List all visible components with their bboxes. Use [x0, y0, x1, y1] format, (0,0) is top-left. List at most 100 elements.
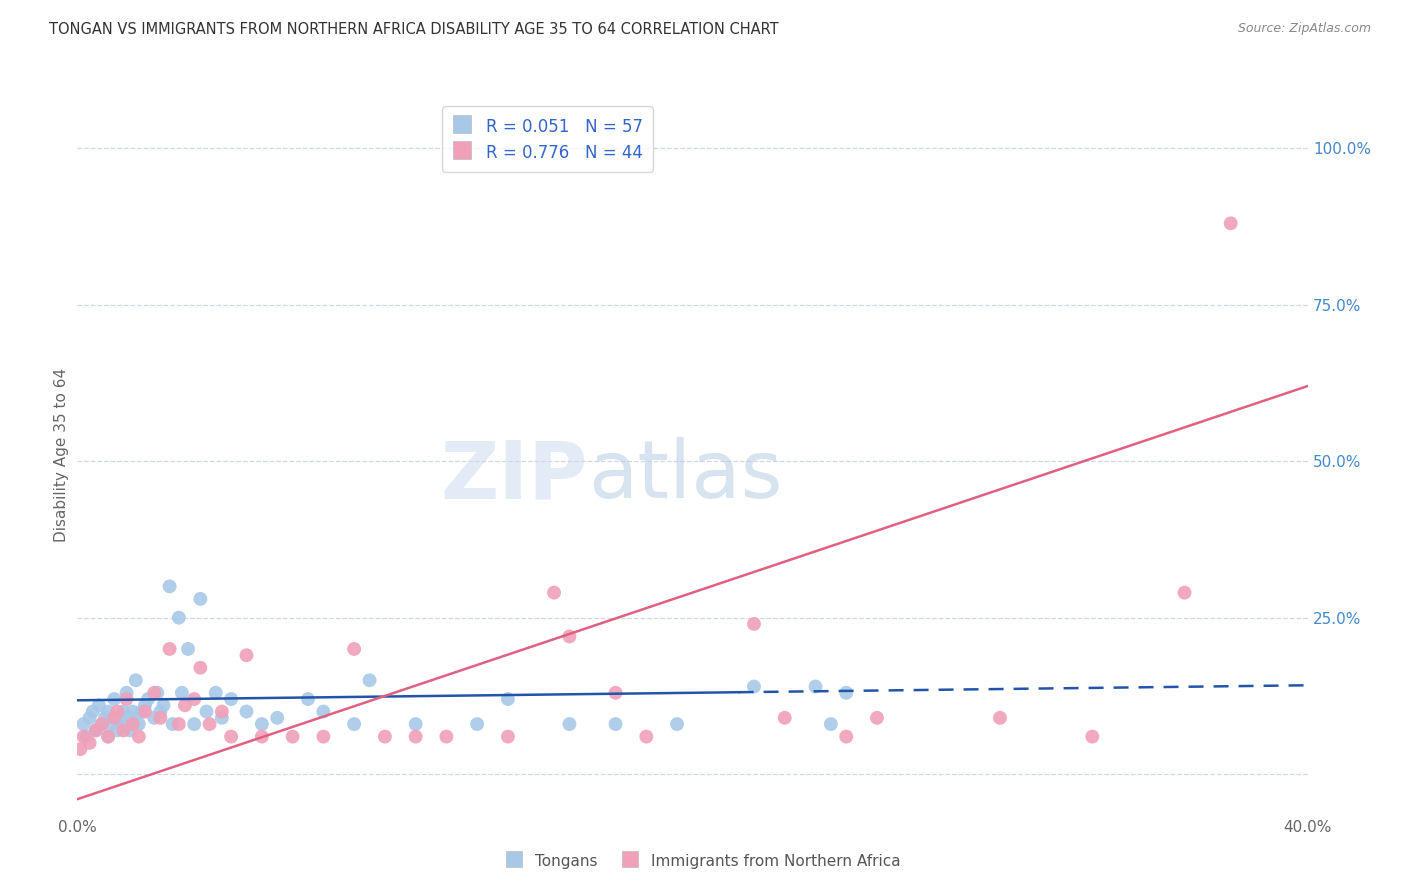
- Point: [143, 686, 166, 700]
- Point: [250, 730, 273, 744]
- Point: [436, 730, 458, 744]
- Point: [359, 673, 381, 688]
- Point: [636, 730, 658, 744]
- Point: [204, 686, 226, 700]
- Point: [143, 711, 166, 725]
- Point: [167, 610, 190, 624]
- Point: [97, 705, 120, 719]
- Y-axis label: Disability Age 35 to 64: Disability Age 35 to 64: [53, 368, 69, 542]
- Point: [115, 692, 138, 706]
- Point: [183, 692, 205, 706]
- Point: [72, 730, 94, 744]
- Point: [134, 698, 156, 713]
- Point: [543, 585, 565, 599]
- Point: [167, 717, 190, 731]
- Point: [343, 717, 366, 731]
- Point: [312, 705, 335, 719]
- Point: [219, 692, 242, 706]
- Point: [84, 723, 107, 738]
- Point: [146, 686, 169, 700]
- Point: [211, 711, 233, 725]
- Point: [159, 642, 181, 657]
- Point: [465, 717, 488, 731]
- Point: [159, 579, 181, 593]
- Point: [121, 705, 143, 719]
- Point: [988, 711, 1011, 725]
- Point: [174, 698, 197, 713]
- Point: [149, 711, 172, 725]
- Point: [297, 692, 319, 706]
- Point: [804, 680, 827, 694]
- Point: [1081, 730, 1104, 744]
- Point: [211, 705, 233, 719]
- Point: [1174, 585, 1197, 599]
- Point: [742, 616, 765, 631]
- Point: [250, 717, 273, 731]
- Point: [118, 723, 141, 738]
- Point: [835, 686, 858, 700]
- Point: [76, 730, 98, 744]
- Point: [82, 705, 104, 719]
- Text: Source: ZipAtlas.com: Source: ZipAtlas.com: [1237, 22, 1371, 36]
- Point: [69, 742, 91, 756]
- Point: [742, 680, 765, 694]
- Point: [605, 717, 627, 731]
- Point: [219, 730, 242, 744]
- Point: [605, 686, 627, 700]
- Point: [105, 705, 128, 719]
- Point: [121, 717, 143, 731]
- Point: [100, 717, 122, 731]
- Point: [235, 705, 257, 719]
- Point: [405, 717, 427, 731]
- Point: [90, 717, 114, 731]
- Point: [103, 692, 125, 706]
- Point: [1219, 216, 1241, 230]
- Point: [177, 642, 200, 657]
- Point: [90, 717, 114, 731]
- Point: [112, 723, 135, 738]
- Point: [183, 717, 205, 731]
- Point: [374, 730, 396, 744]
- Point: [235, 648, 257, 663]
- Point: [496, 730, 519, 744]
- Point: [152, 698, 174, 713]
- Point: [820, 717, 842, 731]
- Point: [72, 717, 94, 731]
- Point: [136, 692, 159, 706]
- Point: [131, 705, 153, 719]
- Point: [866, 711, 889, 725]
- Point: [110, 711, 132, 725]
- Text: TONGAN VS IMMIGRANTS FROM NORTHERN AFRICA DISABILITY AGE 35 TO 64 CORRELATION CH: TONGAN VS IMMIGRANTS FROM NORTHERN AFRIC…: [49, 22, 779, 37]
- Point: [312, 730, 335, 744]
- Point: [84, 723, 107, 738]
- Point: [558, 630, 581, 644]
- Point: [558, 717, 581, 731]
- Point: [266, 711, 288, 725]
- Point: [112, 717, 135, 731]
- Point: [134, 705, 156, 719]
- Point: [115, 686, 138, 700]
- Point: [195, 705, 218, 719]
- Point: [94, 711, 117, 725]
- Point: [121, 711, 143, 725]
- Point: [149, 705, 172, 719]
- Point: [281, 730, 304, 744]
- Point: [105, 723, 128, 738]
- Point: [343, 642, 366, 657]
- Point: [188, 661, 212, 675]
- Point: [128, 730, 150, 744]
- Point: [162, 717, 184, 731]
- Text: ZIP: ZIP: [440, 437, 588, 516]
- Point: [97, 730, 120, 744]
- Point: [128, 717, 150, 731]
- Point: [97, 730, 120, 744]
- Point: [773, 711, 796, 725]
- Point: [496, 692, 519, 706]
- Point: [198, 717, 221, 731]
- Point: [79, 736, 101, 750]
- Point: [188, 591, 212, 606]
- Point: [405, 730, 427, 744]
- Point: [666, 717, 689, 731]
- Legend: Tongans, Immigrants from Northern Africa: Tongans, Immigrants from Northern Africa: [499, 846, 907, 875]
- Point: [112, 705, 135, 719]
